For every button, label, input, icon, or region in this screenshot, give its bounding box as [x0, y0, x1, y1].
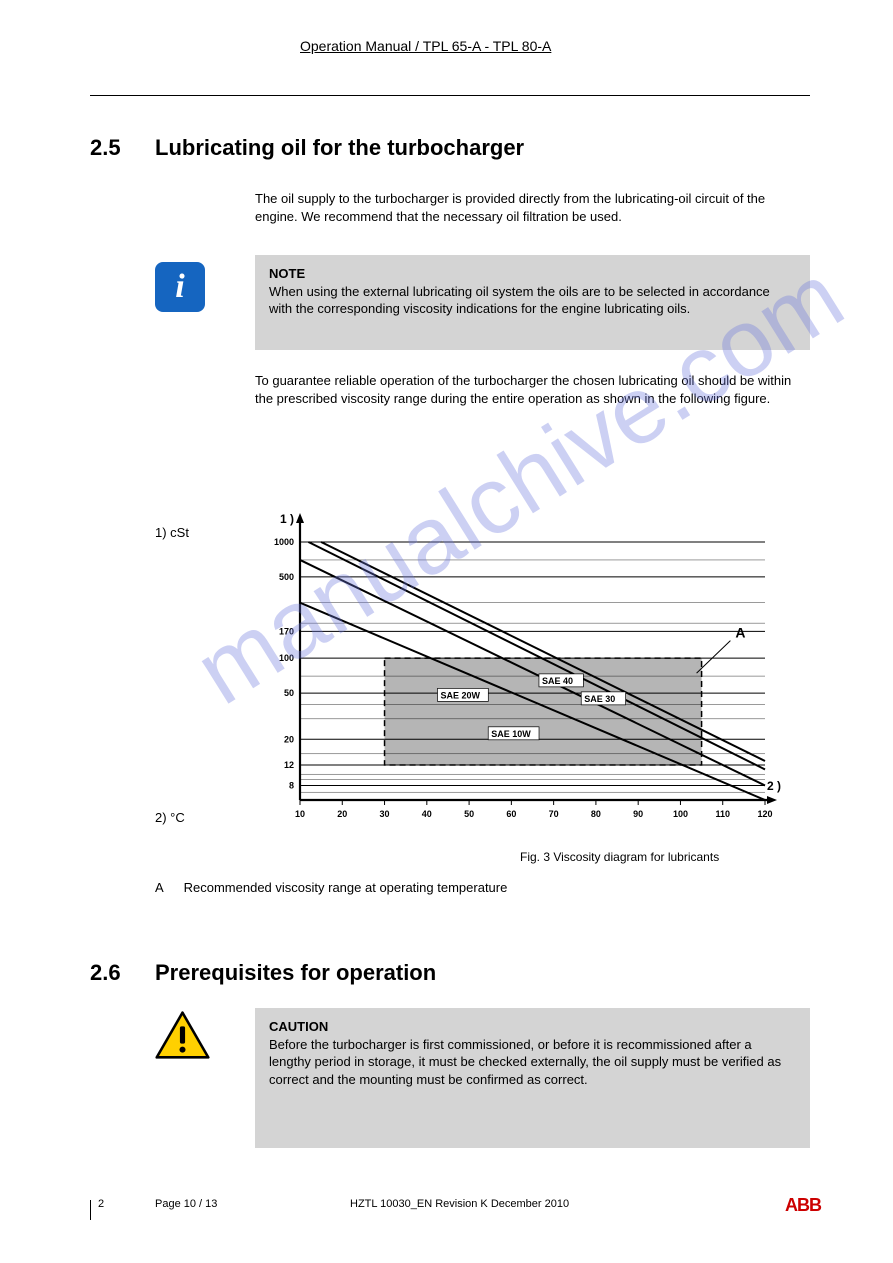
- caution-text: Before the turbocharger is first commiss…: [269, 1037, 781, 1087]
- svg-text:1000: 1000: [274, 537, 294, 547]
- footer-logo: ABB: [785, 1195, 821, 1216]
- svg-text:SAE 40: SAE 40: [542, 676, 573, 686]
- page: Operation Manual / TPL 65-A - TPL 80-A 2…: [0, 0, 893, 1263]
- legend-text: Recommended viscosity range at operating…: [184, 880, 508, 895]
- svg-text:2 ): 2 ): [767, 779, 781, 793]
- header-rule: [90, 95, 810, 96]
- svg-text:SAE 30: SAE 30: [584, 694, 615, 704]
- note-text: When using the external lubricating oil …: [269, 284, 770, 317]
- section-number-1: 2.5: [90, 135, 121, 161]
- x-axis-label: 2) °C: [155, 810, 185, 825]
- caution-heading: CAUTION: [269, 1019, 328, 1034]
- section-title-2: Prerequisites for operation: [155, 960, 436, 986]
- svg-text:10: 10: [295, 809, 305, 819]
- svg-text:8: 8: [289, 780, 294, 790]
- y-axis-label: 1) cSt: [155, 525, 189, 540]
- paragraph-1: The oil supply to the turbocharger is pr…: [255, 190, 810, 225]
- svg-text:12: 12: [284, 760, 294, 770]
- footer-chapter: 2: [98, 1198, 104, 1210]
- footer-rule: [90, 1200, 91, 1220]
- header-title: Operation Manual / TPL 65-A - TPL 80-A: [300, 38, 551, 54]
- svg-text:110: 110: [715, 809, 730, 819]
- svg-text:80: 80: [591, 809, 601, 819]
- info-icon: i: [155, 262, 205, 312]
- svg-text:20: 20: [337, 809, 347, 819]
- svg-text:30: 30: [380, 809, 390, 819]
- note-box: NOTE When using the external lubricating…: [255, 255, 810, 350]
- paragraph-2: To guarantee reliable operation of the t…: [255, 372, 810, 407]
- svg-text:1 ): 1 ): [280, 512, 294, 526]
- figure-caption: Fig. 3 Viscosity diagram for lubricants: [520, 850, 719, 864]
- caution-box: CAUTION Before the turbocharger is first…: [255, 1008, 810, 1148]
- footer-doc-ref: HZTL 10030_EN Revision K December 2010: [350, 1198, 569, 1210]
- svg-text:60: 60: [506, 809, 516, 819]
- svg-text:A: A: [735, 625, 745, 641]
- svg-text:100: 100: [279, 653, 294, 663]
- svg-text:40: 40: [422, 809, 432, 819]
- warning-icon: [155, 1010, 210, 1060]
- svg-text:70: 70: [549, 809, 559, 819]
- svg-text:50: 50: [284, 688, 294, 698]
- section-number-2: 2.6: [90, 960, 121, 986]
- note-heading: NOTE: [269, 266, 305, 281]
- svg-text:20: 20: [284, 734, 294, 744]
- svg-text:50: 50: [464, 809, 474, 819]
- viscosity-chart: 10 20 30 40 50 60 70 80 90 100 110 120 8 12 20 50 100 170…: [255, 510, 795, 830]
- figure-wrap: 10 20 30 40 50 60 70 80 90 100 110 120 8 12 20 50 100 170…: [255, 510, 795, 835]
- section-title-1: Lubricating oil for the turbocharger: [155, 135, 524, 161]
- svg-text:170: 170: [279, 626, 294, 636]
- legend-key: A: [155, 880, 180, 895]
- footer-page: Page 10 / 13: [155, 1198, 217, 1210]
- legend: A Recommended viscosity range at operati…: [155, 880, 507, 895]
- svg-text:120: 120: [757, 809, 772, 819]
- svg-text:90: 90: [633, 809, 643, 819]
- svg-text:100: 100: [673, 809, 688, 819]
- svg-text:500: 500: [279, 572, 294, 582]
- svg-text:SAE 20W: SAE 20W: [441, 690, 481, 700]
- svg-text:SAE 10W: SAE 10W: [491, 729, 531, 739]
